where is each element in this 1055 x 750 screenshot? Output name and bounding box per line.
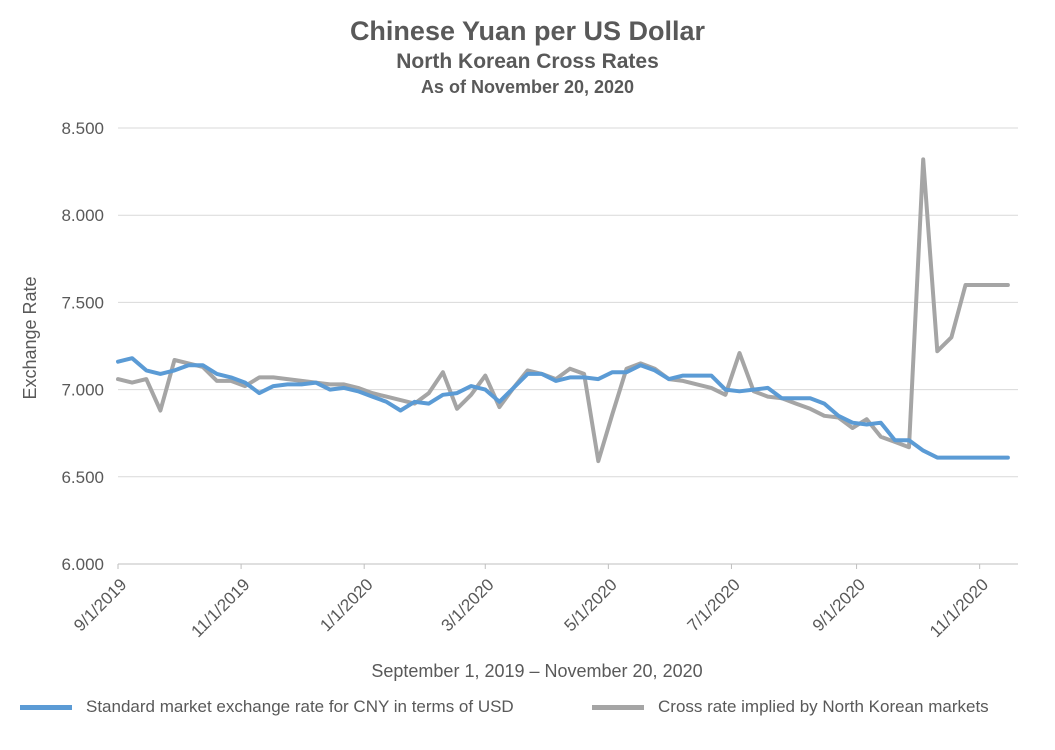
y-tick-label: 6.000 [61,555,104,574]
y-tick-label: 8.500 [61,119,104,138]
y-axis-ticks: 6.000 6.500 7.000 7.500 8.000 8.500 [61,119,104,574]
x-tick-label: 9/1/2019 [70,575,130,635]
legend-item-north-korea: Cross rate implied by North Korean marke… [592,697,989,717]
y-tick-label: 7.500 [61,293,104,312]
chart-titles: Chinese Yuan per US Dollar North Korean … [0,14,1055,99]
x-tick-label: 3/1/2020 [437,575,497,635]
y-tick-label: 7.000 [61,381,104,400]
series-lines [116,157,1010,464]
chart-subtitle: North Korean Cross Rates [396,50,659,73]
series-line-market-rate [116,356,1010,460]
x-axis-label: September 1, 2019 – November 20, 2020 [371,661,702,681]
x-tick-label: 5/1/2020 [561,575,621,635]
x-tick-label: 1/1/2020 [316,575,376,635]
chart-title: Chinese Yuan per US Dollar [349,16,706,46]
series-line-north-korea-rate [116,157,1010,464]
chart-date-note: As of November 20, 2020 [420,77,635,97]
legend-label-market: Standard market exchange rate for CNY in… [86,697,514,716]
legend-label-north-korea: Cross rate implied by North Korean marke… [658,697,989,716]
legend-swatch-market [20,704,72,710]
y-tick-label: 6.500 [61,468,104,487]
legend: Standard market exchange rate for CNY in… [20,697,1040,723]
y-axis-label: Exchange Rate [20,276,40,399]
x-tick-label: 11/1/2019 [188,575,254,641]
x-tick-label: 9/1/2020 [809,575,869,635]
gridlines [118,127,1018,565]
x-tick-label: 11/1/2020 [926,575,992,641]
legend-item-market: Standard market exchange rate for CNY in… [20,697,514,717]
y-tick-label: 8.000 [61,206,104,225]
legend-swatch-north-korea [592,704,644,710]
x-tick-label: 7/1/2020 [684,575,744,635]
x-axis-ticks: 9/1/2019 11/1/2019 1/1/2020 3/1/2020 5/1/202… [70,564,992,641]
